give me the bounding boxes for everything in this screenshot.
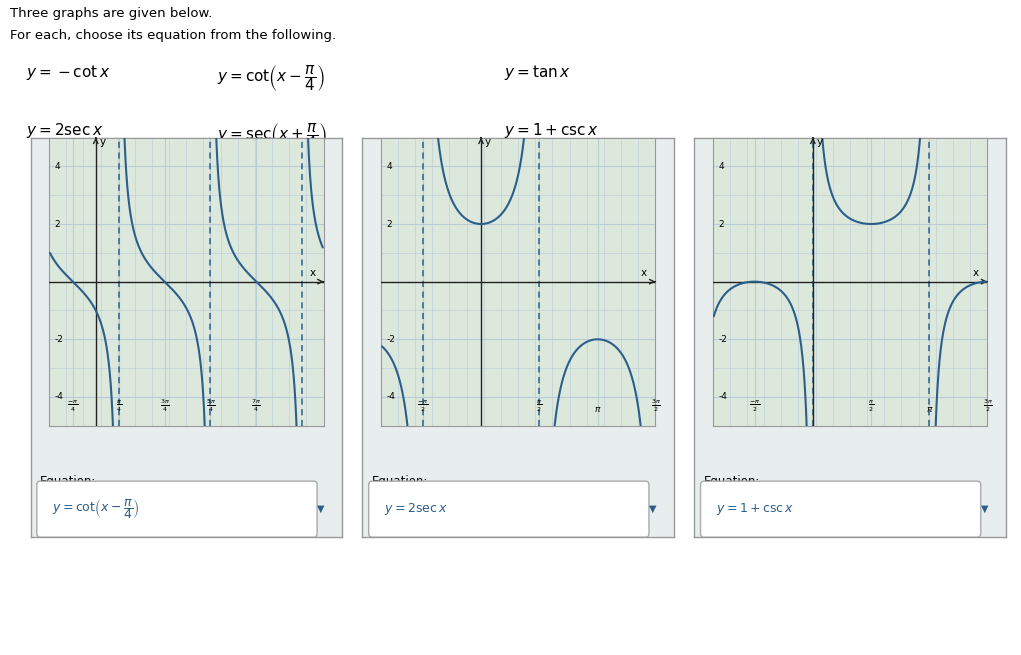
Text: $y=\sec\!\left(x+\dfrac{\pi}{4}\right)$: $y=\sec\!\left(x+\dfrac{\pi}{4}\right)$ — [217, 121, 327, 151]
Text: $\frac{3\pi}{2}$: $\frac{3\pi}{2}$ — [983, 398, 992, 414]
Text: 4: 4 — [386, 162, 392, 171]
FancyBboxPatch shape — [700, 481, 981, 537]
Text: 2: 2 — [718, 219, 724, 229]
Text: $y=\cot\!\left(x-\dfrac{\pi}{4}\right)$: $y=\cot\!\left(x-\dfrac{\pi}{4}\right)$ — [217, 63, 325, 92]
Text: ▼: ▼ — [649, 504, 657, 514]
Text: x: x — [973, 269, 979, 278]
Text: -4: -4 — [54, 392, 63, 402]
Text: -4: -4 — [386, 392, 395, 402]
Text: 2: 2 — [386, 219, 392, 229]
Text: Three graphs are given below.: Three graphs are given below. — [10, 7, 212, 20]
Text: $y=\cot\!\left(x-\dfrac{\pi}{4}\right)$: $y=\cot\!\left(x-\dfrac{\pi}{4}\right)$ — [52, 497, 140, 521]
Text: 2: 2 — [54, 219, 60, 229]
Text: $\frac{-\pi}{4}$: $\frac{-\pi}{4}$ — [67, 399, 79, 414]
Text: -4: -4 — [718, 392, 727, 402]
Text: Equation:: Equation: — [40, 475, 96, 488]
Text: -2: -2 — [386, 335, 395, 344]
Text: $\frac{\pi}{2}$: $\frac{\pi}{2}$ — [868, 399, 874, 414]
Text: $\frac{3\pi}{2}$: $\frac{3\pi}{2}$ — [651, 398, 661, 414]
Text: $y=1+\csc x$: $y=1+\csc x$ — [504, 121, 599, 140]
Text: -2: -2 — [718, 335, 727, 344]
Text: $\frac{-\pi}{2}$: $\frac{-\pi}{2}$ — [418, 399, 429, 414]
Text: $\frac{5\pi}{4}$: $\frac{5\pi}{4}$ — [205, 398, 215, 414]
Text: x: x — [641, 269, 647, 278]
Text: $\frac{3\pi}{4}$: $\frac{3\pi}{4}$ — [159, 398, 169, 414]
Text: $y=-\cot x$: $y=-\cot x$ — [27, 63, 110, 82]
Text: 4: 4 — [54, 162, 60, 171]
Text: ▼: ▼ — [981, 504, 988, 514]
FancyBboxPatch shape — [369, 481, 649, 537]
Text: $y=1+\csc x$: $y=1+\csc x$ — [716, 501, 794, 517]
Text: $y=2\sec x$: $y=2\sec x$ — [27, 121, 103, 140]
Text: y: y — [817, 137, 823, 147]
Text: For each, choose its equation from the following.: For each, choose its equation from the f… — [10, 29, 336, 42]
Text: $\frac{\pi}{4}$: $\frac{\pi}{4}$ — [115, 399, 121, 414]
Text: $y=\tan x$: $y=\tan x$ — [504, 63, 571, 82]
FancyBboxPatch shape — [37, 481, 318, 537]
Text: $\pi$: $\pi$ — [594, 405, 601, 414]
Text: Equation:: Equation: — [703, 475, 760, 488]
Text: 4: 4 — [718, 162, 724, 171]
Text: $\frac{7\pi}{4}$: $\frac{7\pi}{4}$ — [251, 398, 261, 414]
Text: $\pi$: $\pi$ — [926, 405, 933, 414]
Text: $\frac{\pi}{2}$: $\frac{\pi}{2}$ — [536, 399, 542, 414]
Text: y: y — [100, 137, 106, 147]
Text: ▼: ▼ — [318, 504, 325, 514]
Text: $\frac{-\pi}{2}$: $\frac{-\pi}{2}$ — [749, 399, 761, 414]
Text: -2: -2 — [54, 335, 63, 344]
Text: $y=2\sec x$: $y=2\sec x$ — [384, 501, 448, 517]
Text: y: y — [485, 137, 491, 147]
Text: x: x — [309, 269, 315, 278]
Text: Equation:: Equation: — [372, 475, 428, 488]
